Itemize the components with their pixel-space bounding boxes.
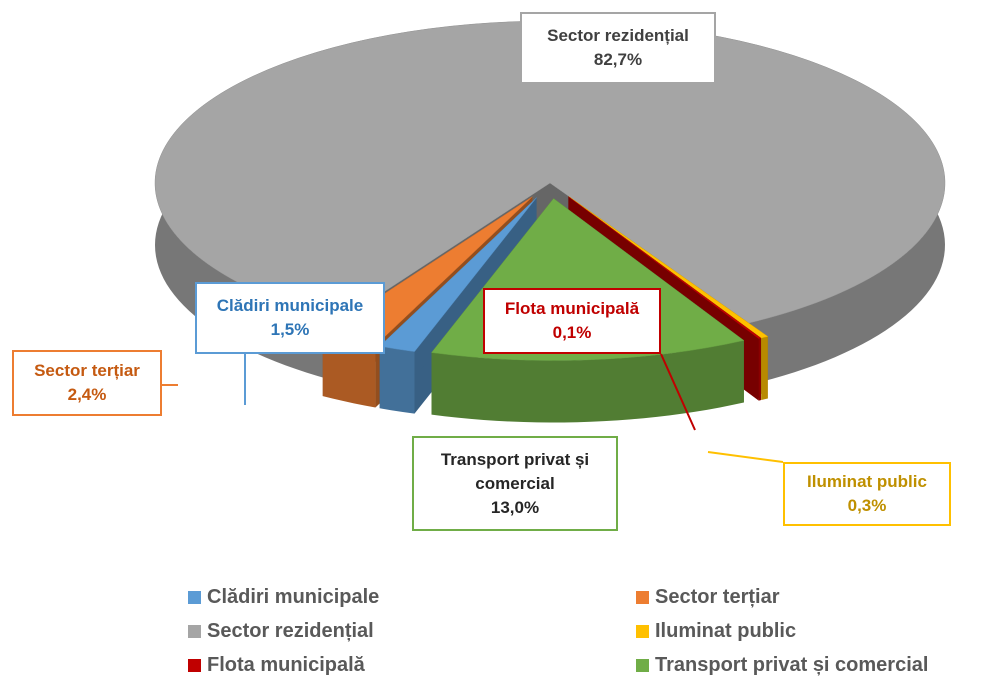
legend-swatch: [636, 659, 649, 672]
slice-wall: [379, 197, 537, 409]
slice-side: [761, 336, 768, 401]
slice-top: [568, 196, 769, 339]
legend-entry: Flota municipală: [188, 654, 365, 677]
data-callout: Sector rezidențial 82,7%: [520, 12, 716, 84]
legend-label: Sector terțiar: [655, 586, 780, 608]
legend-entry: Iluminat public: [636, 620, 796, 643]
legend-swatch: [188, 625, 201, 638]
data-label: 0,1%: [552, 323, 592, 342]
legend-label: Iluminat public: [655, 620, 797, 642]
legend-entry: Transport privat și comercial: [636, 654, 928, 677]
legend-label: Flota municipală: [207, 654, 365, 676]
callout-name: Flota municipală: [504, 299, 640, 318]
callout-pointer: [660, 353, 696, 431]
callout-name: Sector terțiar: [34, 361, 140, 380]
data-callout: Clădiri municipale 1,5%: [195, 282, 385, 354]
legend-swatch: [188, 591, 201, 604]
callout-name: Sector rezidențial: [547, 26, 689, 45]
data-callout: Sector terțiar 2,4%: [12, 350, 162, 416]
legend-label: Clădiri municipale: [207, 586, 380, 608]
legend-label: Transport privat și comercial: [655, 654, 929, 676]
legend-entry: Clădiri municipale: [188, 586, 379, 609]
data-label: 2,4%: [67, 385, 107, 404]
slice-side: [379, 346, 415, 414]
slice-side: [758, 338, 761, 401]
legend-swatch: [636, 625, 649, 638]
callout-name: Iluminat public: [807, 472, 927, 491]
data-callout: Flota municipală 0,1%: [483, 288, 661, 354]
callout-name: Clădiri municipale: [216, 296, 364, 315]
data-label: 1,5%: [270, 320, 310, 339]
callout-pointer: [707, 451, 784, 463]
legend-entry: Sector rezidențial: [188, 620, 374, 643]
callout-name: Transport privat și comercial: [440, 449, 590, 493]
data-label: 82,7%: [593, 50, 643, 69]
slice-top: [568, 196, 762, 339]
data-callout: Iluminat public 0,3%: [783, 462, 951, 526]
legend-swatch: [188, 659, 201, 672]
legend-label: Sector rezidențial: [207, 620, 374, 642]
legend-entry: Sector terțiar: [636, 586, 780, 609]
slice-side: [431, 340, 744, 423]
data-label: 13,0%: [490, 497, 540, 517]
data-callout: Transport privat și comercial 13,0%: [412, 436, 618, 531]
data-label: 0,3%: [847, 496, 887, 515]
legend-swatch: [636, 591, 649, 604]
